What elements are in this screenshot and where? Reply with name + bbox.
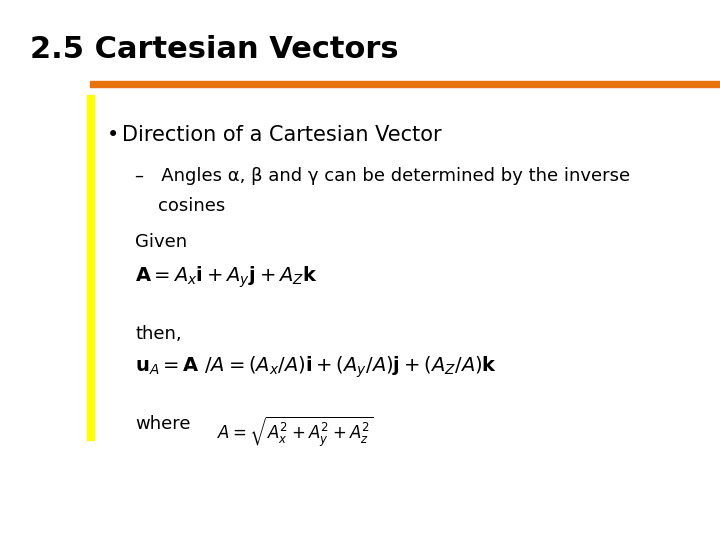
Bar (87, 95, 94, 440)
Text: 2.5 Cartesian Vectors: 2.5 Cartesian Vectors (30, 35, 399, 64)
Text: –   Angles α, β and γ can be determined by the inverse: – Angles α, β and γ can be determined by… (135, 167, 630, 185)
Text: Given: Given (135, 233, 187, 251)
Text: where: where (135, 415, 191, 433)
Text: $A = \sqrt{A_x^2 + A_y^2 + A_z^2}$: $A = \sqrt{A_x^2 + A_y^2 + A_z^2}$ (217, 415, 374, 449)
Text: cosines: cosines (158, 197, 225, 215)
Bar (90, 81, 720, 87)
Text: then,: then, (135, 325, 181, 343)
Text: $\mathbf{u}_A = \mathbf{A}\ /A = (A_x/A)\mathbf{i} + (A_y/A)\mathbf{j} + (A_Z/A): $\mathbf{u}_A = \mathbf{A}\ /A = (A_x/A)… (135, 355, 498, 381)
Text: •: • (107, 125, 120, 145)
Text: Direction of a Cartesian Vector: Direction of a Cartesian Vector (122, 125, 441, 145)
Text: $\mathbf{A} = A_x\mathbf{i} + A_y\mathbf{j} + A_Z\mathbf{k}$: $\mathbf{A} = A_x\mathbf{i} + A_y\mathbf… (135, 264, 318, 289)
